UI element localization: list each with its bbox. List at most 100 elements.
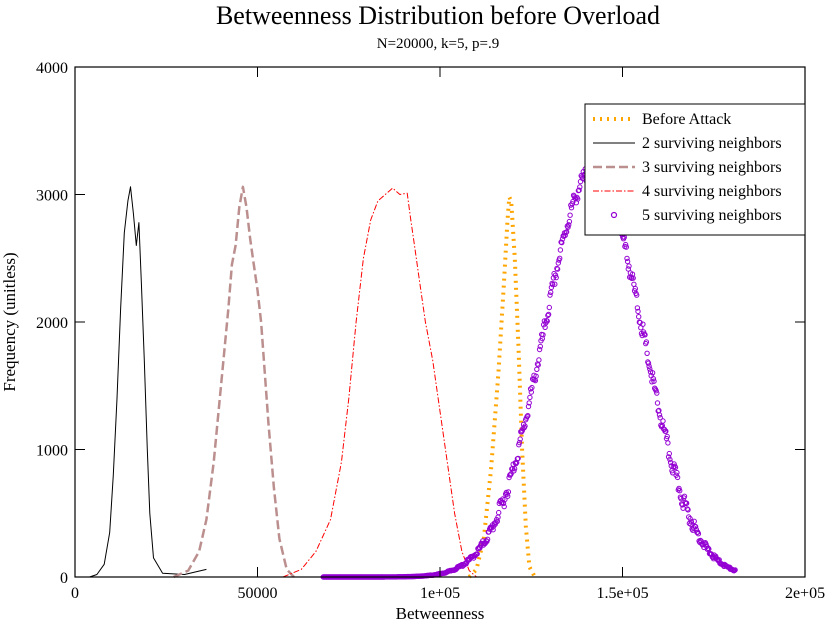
data-point: [527, 394, 533, 401]
data-point: [665, 454, 672, 460]
data-point: [624, 255, 630, 262]
legend-label: 2 surviving neighbors: [642, 135, 782, 152]
y-tick-label: 2000: [36, 315, 68, 332]
data-point: [474, 551, 480, 557]
data-point: [684, 506, 690, 512]
data-point: [517, 436, 523, 442]
data-point: [554, 265, 560, 272]
data-point: [522, 423, 528, 429]
data-point: [548, 289, 554, 295]
data-point: [563, 229, 570, 235]
data-point: [667, 456, 673, 463]
data-point: [505, 489, 512, 495]
data-point: [663, 428, 669, 434]
data-point: [685, 507, 691, 513]
data-point: [559, 236, 566, 242]
data-point: [525, 413, 531, 419]
series-2-surviving-neighbors: [89, 186, 207, 578]
data-point: [539, 335, 545, 342]
data-point: [665, 440, 671, 446]
data-point: [529, 384, 535, 391]
y-tick-label: 3000: [36, 188, 68, 205]
data-point: [565, 224, 571, 230]
data-point: [566, 218, 573, 225]
data-point: [524, 413, 530, 420]
data-point: [527, 386, 534, 392]
data-point: [536, 357, 542, 363]
data-point: [623, 244, 629, 250]
data-point: [566, 222, 572, 228]
legend-box: [584, 103, 806, 236]
data-point: [687, 515, 693, 522]
y-axis-label: Frequency (unitless): [0, 252, 19, 391]
data-point: [493, 519, 499, 526]
data-point: [457, 563, 464, 569]
data-point: [708, 551, 715, 557]
data-point: [683, 500, 690, 506]
data-point: [647, 366, 653, 372]
data-point: [547, 292, 553, 298]
data-point: [637, 319, 643, 326]
data-point: [650, 376, 656, 382]
data-point: [646, 363, 652, 369]
data-point: [511, 466, 518, 472]
x-axis-label: Betweenness: [396, 604, 485, 621]
data-point: [688, 521, 694, 527]
data-point: [501, 503, 507, 510]
data-point: [535, 362, 541, 368]
data-point: [533, 373, 539, 379]
data-point: [641, 331, 647, 337]
data-point: [537, 343, 543, 350]
data-point: [672, 464, 679, 471]
data-point: [644, 350, 650, 356]
data-point: [559, 239, 565, 246]
data-point: [631, 281, 637, 287]
data-point: [496, 509, 502, 516]
data-point: [653, 388, 659, 394]
data-point: [575, 196, 581, 202]
data-point: [552, 272, 559, 278]
data-point: [625, 266, 631, 272]
data-point: [484, 536, 491, 542]
data-point: [624, 258, 631, 265]
data-point: [657, 415, 663, 421]
legend-label: 3 surviving neighbors: [642, 159, 782, 176]
data-point: [516, 439, 523, 446]
data-point: [557, 255, 563, 261]
data-point: [664, 433, 670, 440]
data-point: [695, 531, 702, 537]
data-point: [676, 485, 682, 492]
x-tick-label: 0: [71, 585, 79, 602]
data-point: [688, 519, 695, 525]
data-point: [555, 260, 561, 266]
data-point: [545, 311, 552, 318]
data-point: [502, 496, 508, 503]
data-point: [536, 346, 543, 353]
x-tick-label: 1.5e+05: [596, 585, 648, 602]
data-point: [656, 412, 663, 418]
series-before-attack: [467, 195, 537, 579]
legend: Before Attack 2 surviving neighbors 3 surv…: [584, 103, 806, 236]
legend-label: Before Attack: [642, 111, 731, 128]
data-point: [508, 471, 514, 477]
data-point: [642, 332, 648, 338]
legend-label: 4 surviving neighbors: [642, 183, 782, 200]
series-4-surviving-neighbors: [282, 187, 477, 578]
data-point: [515, 455, 521, 462]
data-point: [643, 339, 650, 345]
data-point: [577, 184, 583, 190]
data-point: [674, 474, 681, 481]
data-point: [553, 274, 559, 281]
data-point: [540, 332, 546, 338]
x-tick-label: 1e+05: [420, 585, 460, 602]
data-point: [552, 281, 558, 287]
data-point: [550, 281, 556, 288]
data-point: [477, 545, 483, 551]
data-point: [626, 263, 632, 269]
data-point: [483, 538, 489, 544]
data-point: [544, 318, 550, 324]
data-point: [567, 212, 573, 218]
data-point: [732, 567, 738, 573]
chart-title: Betweenness Distribution before Overload: [216, 1, 660, 30]
